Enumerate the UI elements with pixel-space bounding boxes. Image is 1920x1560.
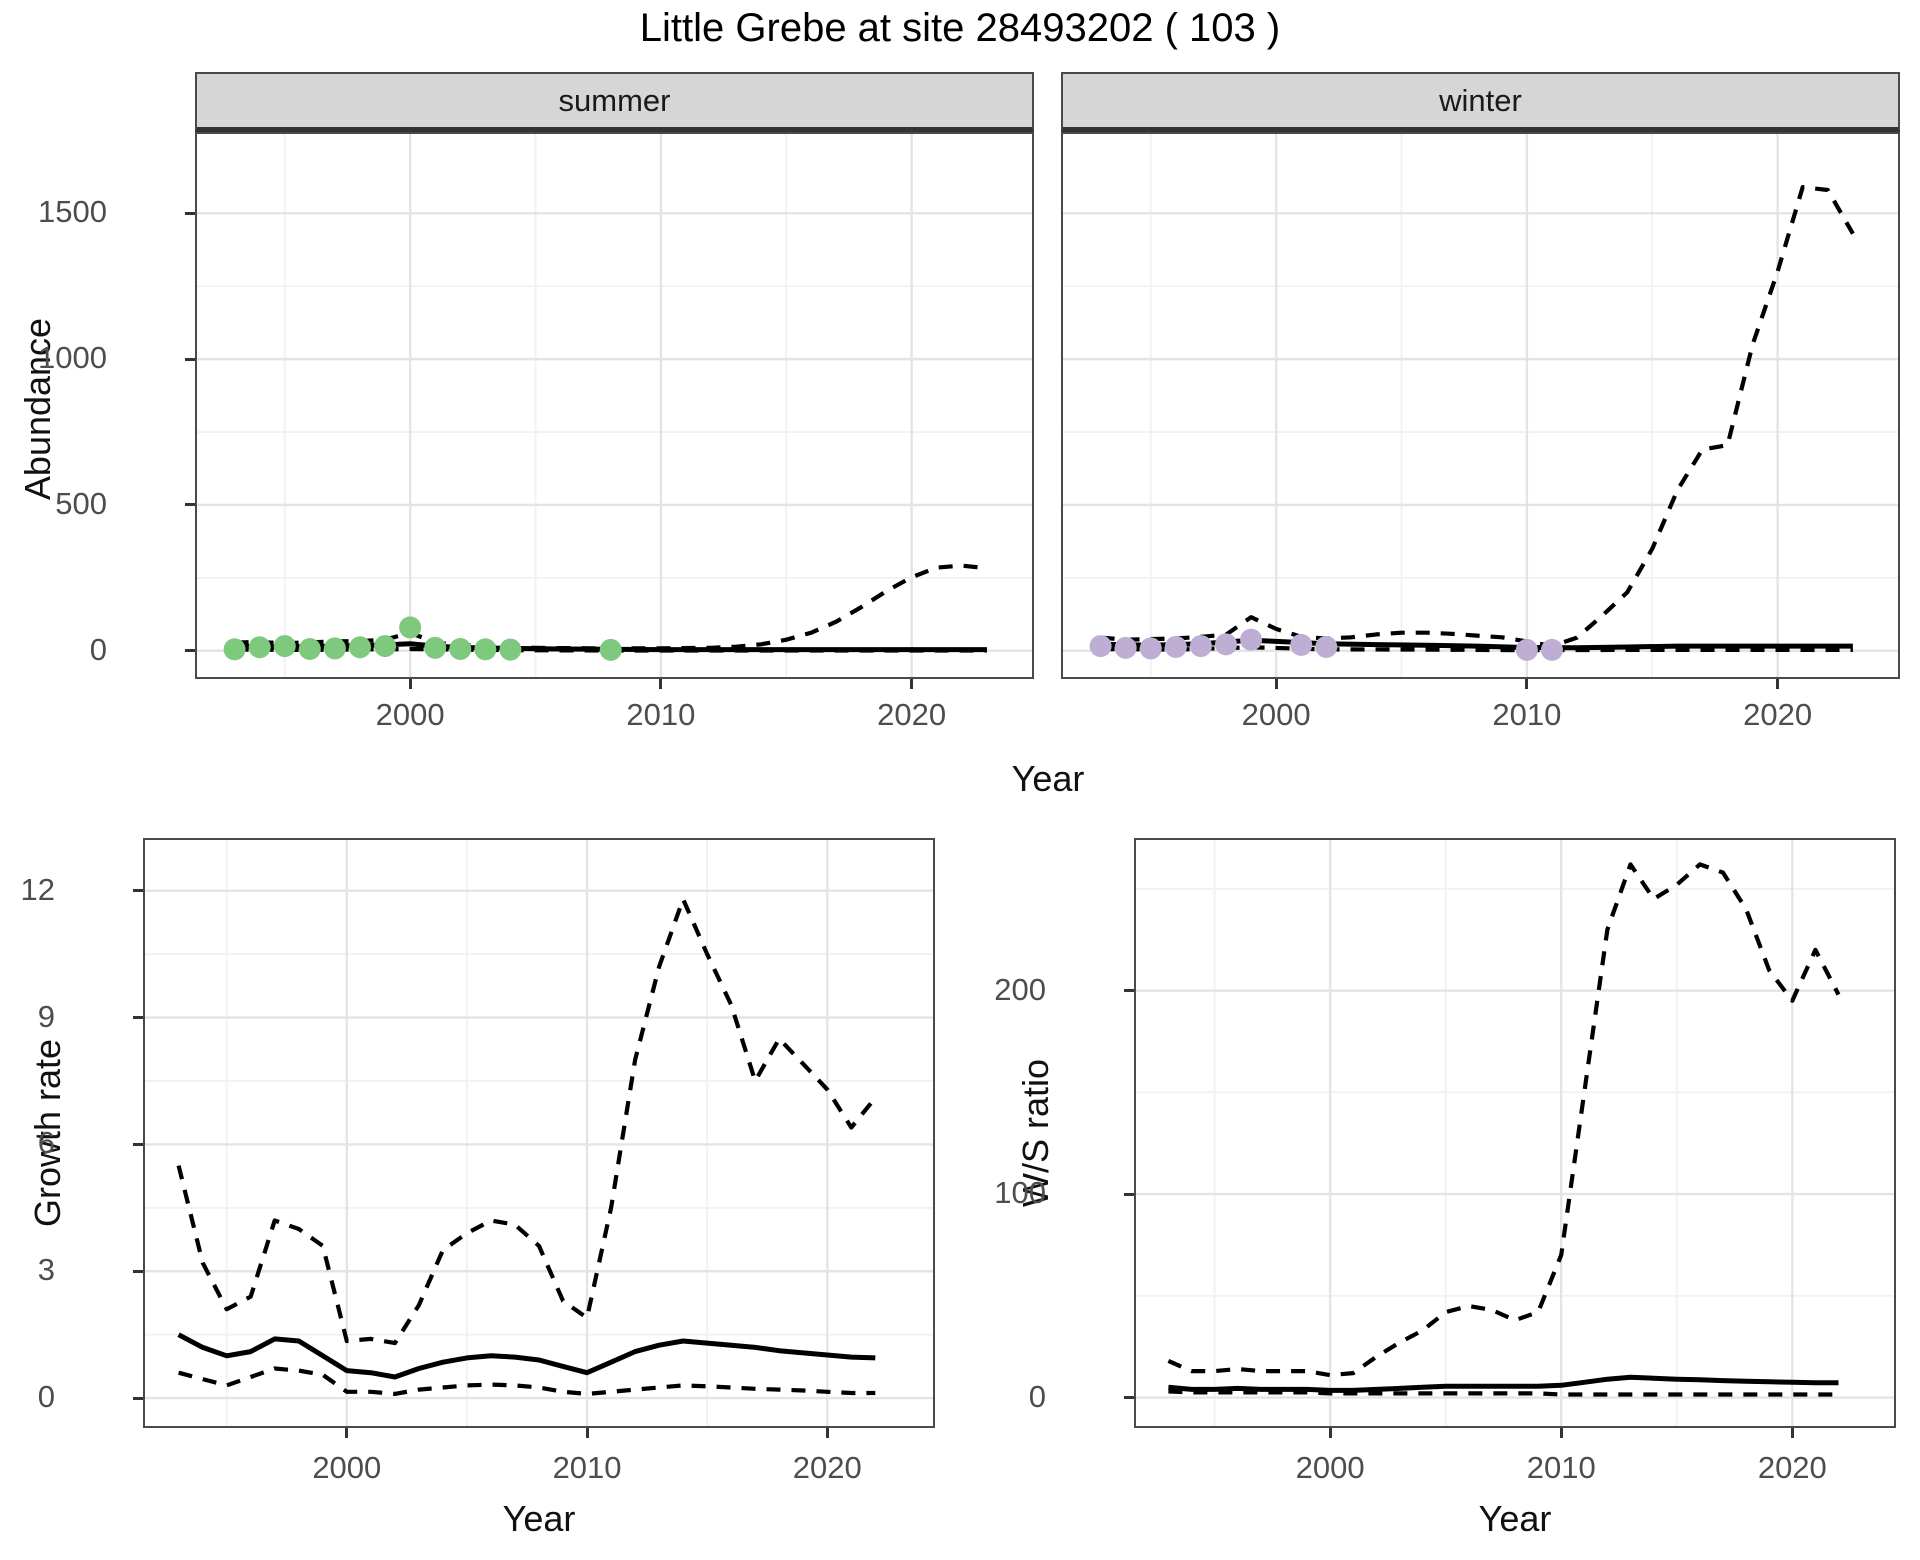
observed-point	[1214, 633, 1237, 656]
x-tick-label: 2010	[1492, 697, 1562, 732]
chart-canvas-winter	[1063, 134, 1898, 677]
x-tick-label: 2020	[792, 1450, 862, 1485]
y-tick-mark	[1124, 1192, 1134, 1196]
y-tick-label: 12	[20, 871, 55, 907]
chart-canvas-summer	[197, 134, 1032, 677]
chart-canvas-growth	[145, 840, 933, 1426]
y-tick-label: 6	[37, 1125, 55, 1161]
y-tick-label: 1500	[38, 194, 107, 230]
y-tick-mark	[133, 889, 143, 893]
x-tick-label: 2000	[1295, 1450, 1365, 1485]
series-upper_ci	[176, 897, 877, 1346]
observed-point	[499, 638, 522, 661]
panel-abundance-winter	[1061, 132, 1900, 679]
panel-growth-rate	[143, 838, 935, 1428]
chart-title: Little Grebe at site 28493202 ( 103 )	[639, 6, 1281, 50]
x-tick-label: 2010	[1526, 1450, 1596, 1485]
x-tick-label: 2010	[552, 1450, 622, 1485]
observed-point	[298, 638, 321, 661]
x-axis-title-ws: Year	[1478, 1498, 1552, 1539]
x-tick-label: 2000	[312, 1450, 382, 1485]
observed-point	[374, 635, 397, 658]
observed-point	[1189, 635, 1212, 658]
x-tick-label: 2000	[1241, 697, 1311, 732]
observed-point	[1089, 635, 1112, 658]
x-tick-mark	[1274, 679, 1278, 689]
x-tick-mark	[659, 679, 663, 689]
y-tick-mark	[185, 649, 195, 653]
observed-point	[474, 638, 497, 661]
series-fit	[1168, 1374, 1839, 1393]
x-tick-label: 2020	[877, 697, 947, 732]
observed-point	[1540, 638, 1563, 661]
y-tick-label: 200	[994, 971, 1046, 1007]
y-tick-label: 9	[37, 998, 55, 1034]
observed-point	[248, 636, 271, 659]
x-axis-title-top: Year	[1011, 758, 1085, 799]
x-tick-label: 2020	[1743, 697, 1813, 732]
y-tick-mark	[1124, 989, 1134, 993]
observed-point	[1114, 636, 1137, 659]
facet-strip-summer-label: summer	[558, 82, 671, 118]
y-tick-label: 100	[994, 1175, 1046, 1211]
x-tick-mark	[1790, 1428, 1794, 1438]
y-tick-mark	[185, 357, 195, 361]
observed-point	[1515, 638, 1538, 661]
observed-point	[449, 638, 472, 661]
y-tick-mark	[185, 211, 195, 215]
y-tick-mark	[133, 1269, 143, 1273]
series-lower_ci	[178, 1366, 876, 1397]
observed-point	[1164, 635, 1187, 658]
x-tick-mark	[1776, 679, 1780, 689]
y-tick-label: 0	[37, 1379, 55, 1415]
x-tick-mark	[825, 1428, 829, 1438]
observed-point	[1315, 635, 1338, 658]
facet-strip-summer: summer	[195, 72, 1034, 132]
y-axis-title-ws-ratio: W/S ratio	[1015, 1058, 1056, 1208]
panel-abundance-summer	[195, 132, 1034, 679]
series-fit	[177, 1332, 876, 1380]
x-tick-mark	[1525, 679, 1529, 689]
observed-point	[348, 636, 371, 659]
x-tick-mark	[585, 1428, 589, 1438]
observed-point	[223, 638, 246, 661]
y-tick-label: 1000	[38, 340, 107, 376]
y-tick-mark	[185, 503, 195, 507]
x-tick-mark	[1328, 1428, 1332, 1438]
observed-point	[424, 636, 447, 659]
facet-strip-winter: winter	[1061, 72, 1900, 132]
y-tick-label: 3	[37, 1252, 55, 1288]
facet-strip-winter-label: winter	[1439, 82, 1522, 118]
y-tick-mark	[133, 1396, 143, 1400]
x-tick-label: 2010	[626, 697, 696, 732]
series-lower_ci	[1168, 1389, 1839, 1397]
x-tick-label: 2000	[375, 697, 445, 732]
y-tick-label: 0	[89, 631, 107, 667]
observed-point	[399, 616, 422, 639]
series-upper_ci	[1167, 862, 1841, 1378]
x-tick-mark	[408, 679, 412, 689]
y-tick-mark	[133, 1016, 143, 1020]
chart-canvas-ws	[1136, 840, 1894, 1426]
observed-point	[1139, 637, 1162, 660]
observed-point	[1290, 633, 1313, 656]
x-tick-mark	[910, 679, 914, 689]
observed-point	[599, 638, 622, 661]
y-tick-mark	[133, 1142, 143, 1146]
observed-point	[273, 635, 296, 658]
observed-point	[323, 637, 346, 660]
y-tick-label: 500	[55, 485, 107, 521]
x-axis-title-growth: Year	[502, 1498, 576, 1539]
x-tick-mark	[345, 1428, 349, 1438]
observed-point	[1240, 628, 1263, 651]
y-tick-label: 0	[1028, 1378, 1046, 1414]
panel-ws-ratio	[1134, 838, 1896, 1428]
x-tick-mark	[1559, 1428, 1563, 1438]
y-tick-mark	[1124, 1396, 1134, 1399]
x-tick-label: 2020	[1757, 1450, 1827, 1485]
